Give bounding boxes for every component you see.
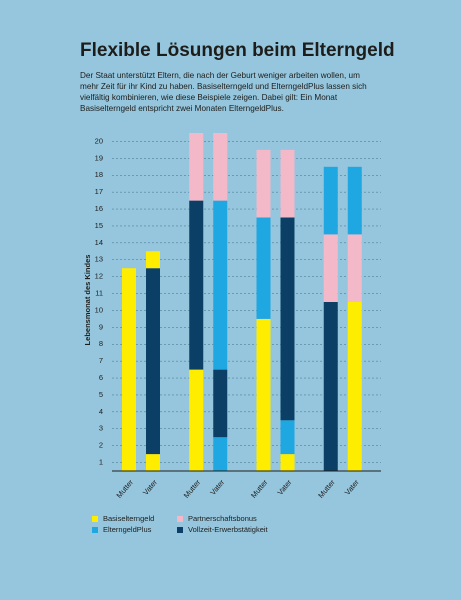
y-tick-label: 17 [95, 187, 103, 196]
legend-swatch [177, 516, 183, 522]
y-tick-label: 1 [99, 458, 103, 467]
y-tick-label: 12 [95, 272, 103, 281]
chart-title: Flexible Lösungen beim Elterngeld [80, 40, 395, 61]
x-tick-label: Mutter [114, 477, 135, 499]
bar-segment [256, 149, 271, 218]
bar-segment [146, 454, 160, 471]
bar-segment [280, 217, 295, 421]
bar-segment [189, 369, 204, 471]
x-tick-label: Vater [275, 477, 293, 496]
y-tick-label: 9 [99, 322, 103, 331]
bar-segment [323, 234, 338, 302]
y-tick-label: 8 [99, 339, 103, 348]
bar-segment [347, 234, 362, 302]
y-tick-label: 11 [95, 289, 103, 298]
bar-segment [146, 268, 160, 455]
bar-segment [213, 437, 228, 471]
bar-segment [189, 200, 204, 370]
legend-swatch [92, 527, 98, 533]
legend-label: ElterngeldPlus [103, 525, 152, 534]
y-tick-label: 5 [99, 390, 103, 399]
bar-segment [189, 133, 204, 201]
legend-label: Vollzeit-Erwerbstätigkeit [188, 525, 269, 534]
y-tick-label: 10 [95, 305, 103, 314]
bar-segment [213, 133, 228, 201]
y-tick-label: 16 [95, 204, 103, 213]
y-tick-label: 7 [99, 356, 103, 365]
legend-label: Basiselterngeld [103, 514, 154, 523]
y-tick-label: 3 [99, 424, 103, 433]
y-tick-label: 15 [95, 221, 103, 230]
bar-segment [280, 454, 295, 471]
legend-swatch [92, 516, 98, 522]
y-tick-label: 14 [95, 238, 103, 247]
legend-swatch [177, 527, 183, 533]
chart-subtitle: Der Staat unterstützt Eltern, die nach d… [80, 71, 367, 113]
bar-segment [256, 318, 271, 471]
x-tick-label: Vater [208, 477, 226, 496]
y-tick-label: 19 [95, 153, 103, 162]
y-tick-label: 13 [95, 255, 103, 264]
bar-segment [280, 149, 295, 218]
bar-segment [347, 302, 362, 471]
bar-segment [213, 369, 228, 438]
y-tick-label: 2 [99, 441, 103, 450]
y-tick-label: 20 [95, 136, 103, 145]
bar-segment [323, 302, 338, 471]
x-tick-label: Mutter [182, 477, 203, 499]
bar-segment [213, 200, 228, 370]
y-axis-label: Lebensmonat des Kindes [83, 255, 92, 346]
y-tick-label: 18 [95, 170, 103, 179]
bar-segment [347, 166, 362, 235]
y-tick-label: 4 [99, 407, 103, 416]
y-tick-label: 6 [99, 373, 103, 382]
bar-segment [122, 268, 136, 471]
x-tick-label: Vater [343, 477, 361, 496]
legend-label: Partnerschaftsbonus [188, 514, 257, 523]
x-tick-label: Vater [141, 477, 159, 496]
x-tick-label: Mutter [316, 477, 337, 499]
x-tick-label: Mutter [249, 477, 270, 499]
bar-segment [256, 217, 271, 319]
bar-segment [280, 420, 295, 455]
bar-segment [146, 251, 160, 269]
bar-segment [323, 166, 338, 235]
